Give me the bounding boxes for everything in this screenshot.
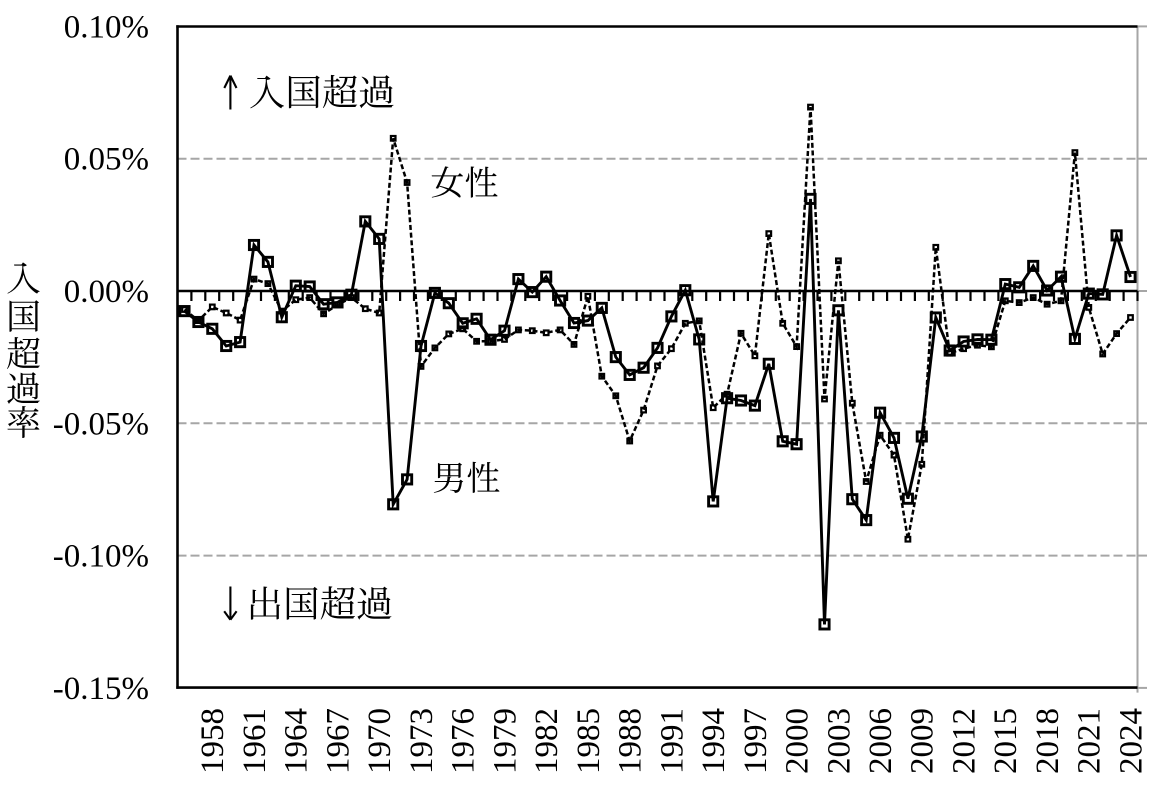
svg-text:1967: 1967	[320, 708, 356, 774]
svg-text:2012: 2012	[947, 708, 983, 774]
svg-text:2015: 2015	[988, 708, 1024, 774]
svg-text:2024: 2024	[1113, 708, 1149, 774]
svg-text:2018: 2018	[1030, 708, 1066, 774]
svg-text:2000: 2000	[780, 708, 816, 774]
svg-text:-0.10%: -0.10%	[53, 539, 149, 575]
svg-text:-0.05%: -0.05%	[53, 406, 149, 442]
svg-text:0.10%: 0.10%	[64, 9, 149, 45]
svg-text:2009: 2009	[905, 708, 941, 774]
svg-text:2003: 2003	[821, 708, 857, 774]
svg-text:0.00%: 0.00%	[64, 274, 149, 310]
svg-text:1979: 1979	[487, 708, 523, 774]
svg-text:1961: 1961	[237, 708, 273, 774]
svg-text:0.05%: 0.05%	[64, 142, 149, 178]
svg-text:1997: 1997	[738, 708, 774, 774]
svg-text:1970: 1970	[362, 708, 398, 774]
svg-text:-0.15%: -0.15%	[53, 671, 149, 707]
svg-text:1985: 1985	[571, 708, 607, 774]
svg-text:2006: 2006	[863, 708, 899, 774]
svg-text:1994: 1994	[696, 708, 732, 774]
svg-text:1988: 1988	[613, 708, 649, 774]
svg-text:1973: 1973	[404, 708, 440, 774]
svg-text:1982: 1982	[529, 708, 565, 774]
svg-text:1991: 1991	[654, 708, 690, 774]
svg-text:2021: 2021	[1072, 708, 1108, 774]
svg-text:1976: 1976	[446, 708, 482, 774]
svg-text:1958: 1958	[195, 708, 231, 774]
svg-text:1964: 1964	[279, 708, 315, 774]
